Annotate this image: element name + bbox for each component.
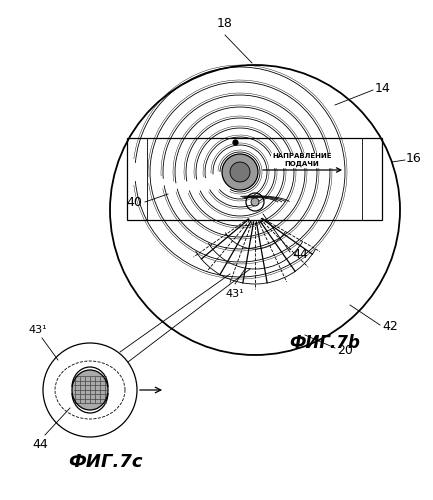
Text: 18: 18 bbox=[217, 17, 233, 30]
Text: 43¹: 43¹ bbox=[226, 289, 244, 299]
Text: 43¹: 43¹ bbox=[29, 325, 47, 335]
Circle shape bbox=[251, 198, 259, 206]
Text: НАПРАВЛЕНИЕ
ПОДАЧИ: НАПРАВЛЕНИЕ ПОДАЧИ bbox=[272, 154, 332, 166]
Text: 16: 16 bbox=[406, 152, 422, 164]
Text: 20: 20 bbox=[337, 344, 353, 356]
Circle shape bbox=[222, 154, 258, 190]
Ellipse shape bbox=[72, 370, 108, 410]
Bar bbox=[127, 138, 382, 220]
Text: 14: 14 bbox=[375, 82, 391, 94]
Text: 44: 44 bbox=[292, 248, 308, 262]
Text: 44: 44 bbox=[32, 438, 48, 451]
Text: 42: 42 bbox=[382, 320, 398, 334]
Text: ФИГ.7c: ФИГ.7c bbox=[68, 453, 142, 471]
Text: ФИГ.7b: ФИГ.7b bbox=[290, 334, 360, 352]
Text: 40: 40 bbox=[126, 196, 142, 208]
Circle shape bbox=[230, 162, 250, 182]
